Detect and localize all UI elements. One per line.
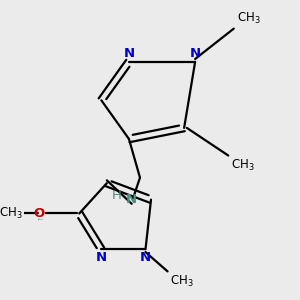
Text: N: N xyxy=(126,193,137,206)
Text: CH$_3$: CH$_3$ xyxy=(170,274,194,289)
Text: N: N xyxy=(140,251,151,264)
Text: methoxy: methoxy xyxy=(38,218,44,220)
Text: N: N xyxy=(190,47,201,60)
Text: CH$_3$: CH$_3$ xyxy=(0,206,23,221)
Text: H: H xyxy=(112,189,122,202)
Text: N: N xyxy=(123,47,134,60)
Text: CH$_3$: CH$_3$ xyxy=(236,11,260,26)
Text: N: N xyxy=(96,251,107,264)
Text: CH$_3$: CH$_3$ xyxy=(231,158,255,173)
Text: O: O xyxy=(34,207,45,220)
